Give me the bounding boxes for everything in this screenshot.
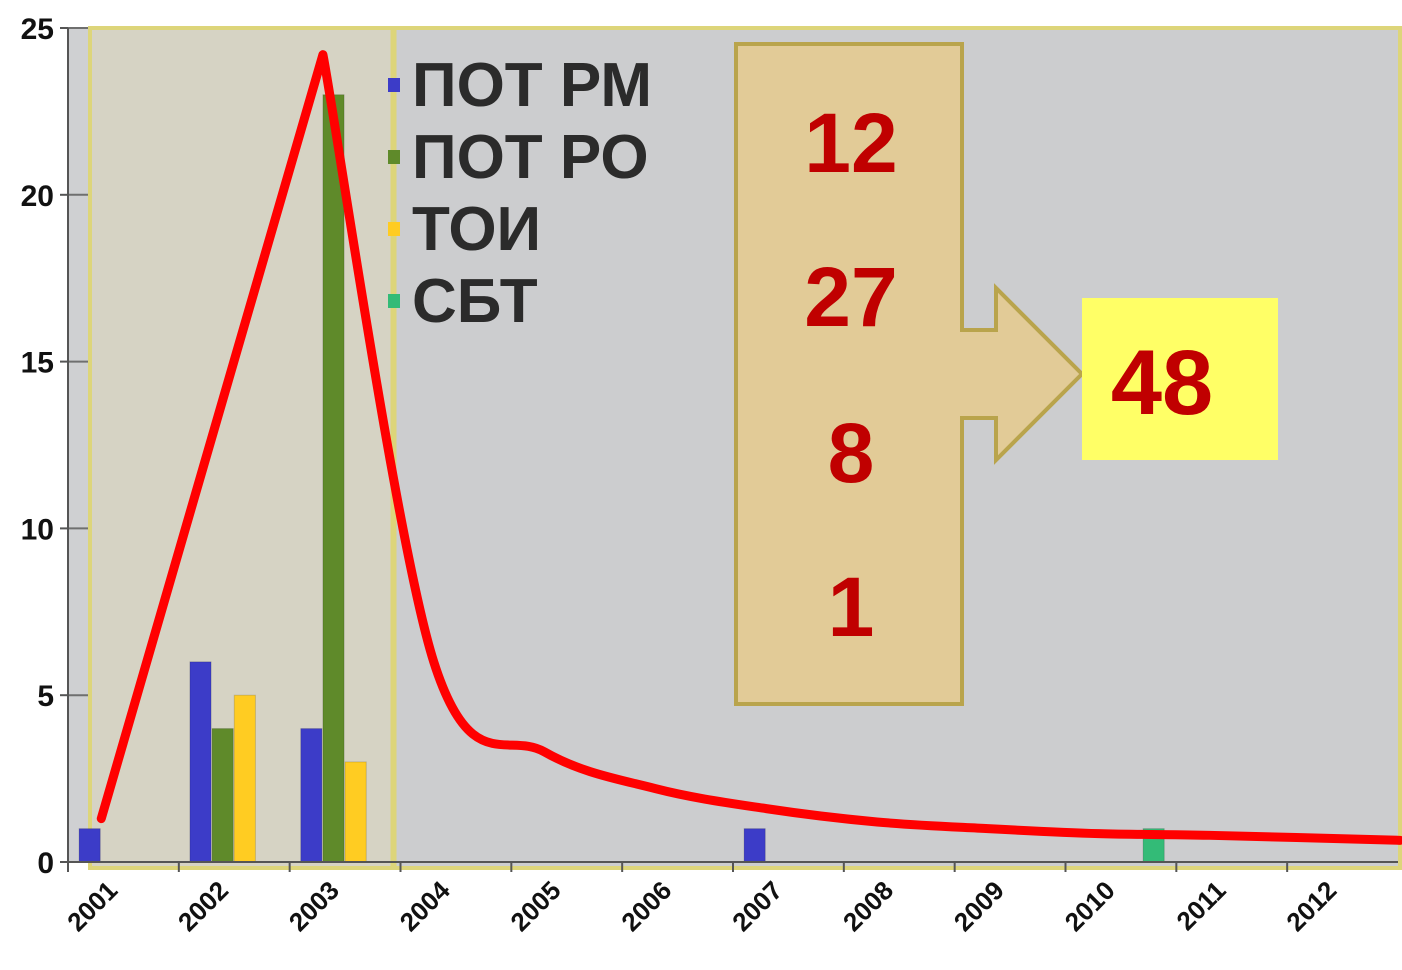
legend-swatch-ПОТ-РО xyxy=(388,150,400,164)
legend-label-ТОИ: ТОИ xyxy=(412,195,541,264)
summary-arrow-box xyxy=(734,42,1085,706)
bar-ТОИ-2002 xyxy=(233,694,256,863)
bars xyxy=(78,94,1165,863)
y-tick-label-5: 5 xyxy=(37,680,54,713)
bar-ПОТ-РМ-2007 xyxy=(743,828,766,863)
total-value: 48 xyxy=(1111,332,1213,434)
legend-swatch-СБТ xyxy=(388,294,400,308)
x-tick-label-2001: 2001 xyxy=(61,875,123,937)
y-tick-label-10: 10 xyxy=(21,513,54,546)
bar-ПОТ-РМ-2002 xyxy=(189,661,212,863)
legend-label-ПОТ-РО: ПОТ РО xyxy=(412,123,649,192)
x-tick-label-2010: 2010 xyxy=(1059,875,1121,937)
x-tick-label-2007: 2007 xyxy=(726,875,788,937)
bar-ТОИ-2003 xyxy=(344,761,367,863)
x-tick-label-2009: 2009 xyxy=(948,875,1010,937)
summary-box: 12 27 8 1 48 xyxy=(734,42,1278,706)
y-tick-label-15: 15 xyxy=(21,347,54,380)
summary-value-4: 1 xyxy=(828,560,875,654)
x-tick-label-2002: 2002 xyxy=(172,875,234,937)
legend-label-ПОТ-РМ: ПОТ РМ xyxy=(412,51,652,120)
x-tick-label-2006: 2006 xyxy=(615,875,677,937)
summary-value-2: 27 xyxy=(804,250,897,344)
x-tick-label-2008: 2008 xyxy=(837,875,899,937)
total-highlight-box xyxy=(1082,298,1278,460)
y-tick-label-25: 25 xyxy=(21,13,54,46)
bar-ПОТ-РО-2003 xyxy=(322,94,345,863)
bar-ПОТ-РО-2002 xyxy=(211,728,234,863)
summary-value-3: 8 xyxy=(828,406,875,500)
x-tick-label-2004: 2004 xyxy=(394,875,456,937)
x-tick-label-2005: 2005 xyxy=(504,875,566,937)
summary-value-1: 12 xyxy=(804,96,897,190)
trend-line xyxy=(96,50,1402,845)
legend-swatch-ТОИ xyxy=(388,222,400,236)
legend-label-СБТ: СБТ xyxy=(412,267,538,336)
y-tick-label-20: 20 xyxy=(21,180,54,213)
y-tick-label-0: 0 xyxy=(37,847,54,880)
x-tick-label-2011: 2011 xyxy=(1170,875,1231,936)
trend-line-group xyxy=(96,50,1402,845)
legend-swatch-ПОТ-РМ xyxy=(388,78,400,92)
bar-ПОТ-РМ-2001 xyxy=(78,828,101,863)
x-tick-label-2003: 2003 xyxy=(283,875,345,937)
x-tick-label-2012: 2012 xyxy=(1280,875,1342,937)
bar-ПОТ-РМ-2003 xyxy=(300,728,323,863)
